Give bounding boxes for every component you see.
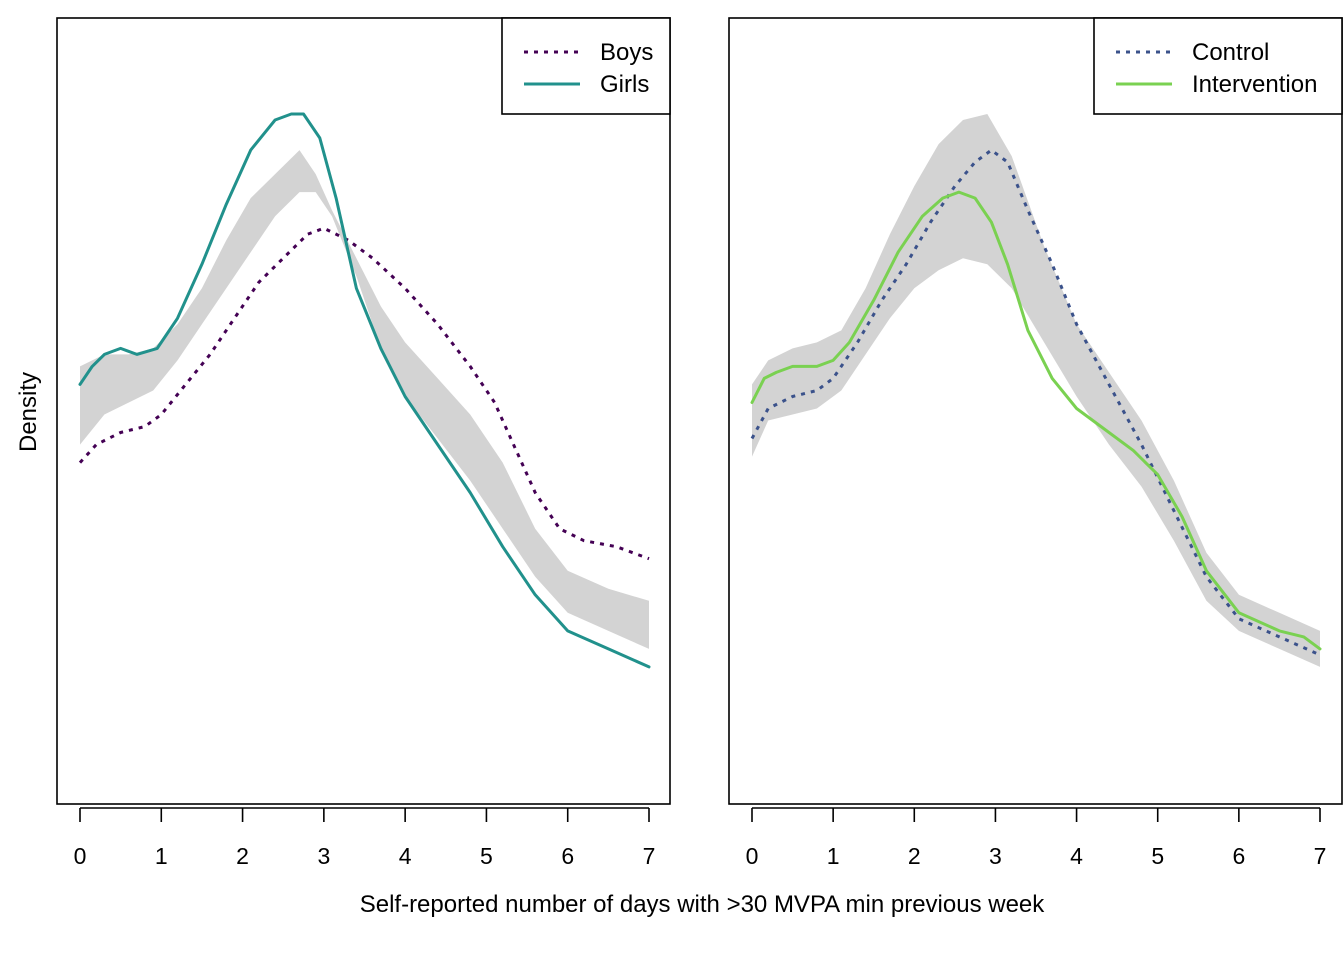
x-tick-label: 4 <box>1070 843 1083 869</box>
confidence-band <box>752 114 1320 667</box>
x-tick-label: 5 <box>1151 843 1164 869</box>
x-tick-label: 1 <box>827 843 840 869</box>
legend-label-girls: Girls <box>600 71 649 98</box>
x-tick-label: 6 <box>1232 843 1245 869</box>
x-axis-label: Self-reported number of days with >30 MV… <box>360 891 1046 918</box>
series-line-boys <box>78 226 650 561</box>
series-line-girls <box>78 112 651 669</box>
right-panel: 0 1 2 3 4 5 6 7 Control Intervention <box>728 17 1343 869</box>
y-axis-label: Density <box>15 372 42 452</box>
legend-label-control: Control <box>1192 39 1269 66</box>
x-tick-label: 7 <box>643 843 656 869</box>
left-panel: 0 1 2 3 4 5 6 7 Boys Girls <box>56 17 671 869</box>
legend-box <box>1093 17 1343 115</box>
legend-box <box>501 17 671 115</box>
plot-frame <box>56 17 671 805</box>
x-tick-label: 7 <box>1314 843 1327 869</box>
x-tick-label: 5 <box>480 843 493 869</box>
legend-label-boys: Boys <box>600 39 653 66</box>
x-tick-label: 1 <box>155 843 168 869</box>
x-tick-label: 2 <box>236 843 249 869</box>
legend: Boys Girls <box>501 17 671 115</box>
x-tick-label: 3 <box>317 843 330 869</box>
x-tick-label: 3 <box>989 843 1002 869</box>
legend: Control Intervention <box>1093 17 1343 115</box>
x-tick-label: 6 <box>561 843 574 869</box>
series-line-intervention <box>750 190 1322 651</box>
plot-frame <box>728 17 1343 805</box>
x-tick-label: 0 <box>74 843 87 869</box>
x-tick-label: 2 <box>908 843 921 869</box>
confidence-band <box>80 150 649 649</box>
x-tick-label: 0 <box>746 843 759 869</box>
x-tick-label: 4 <box>399 843 412 869</box>
legend-label-intervention: Intervention <box>1192 71 1317 98</box>
